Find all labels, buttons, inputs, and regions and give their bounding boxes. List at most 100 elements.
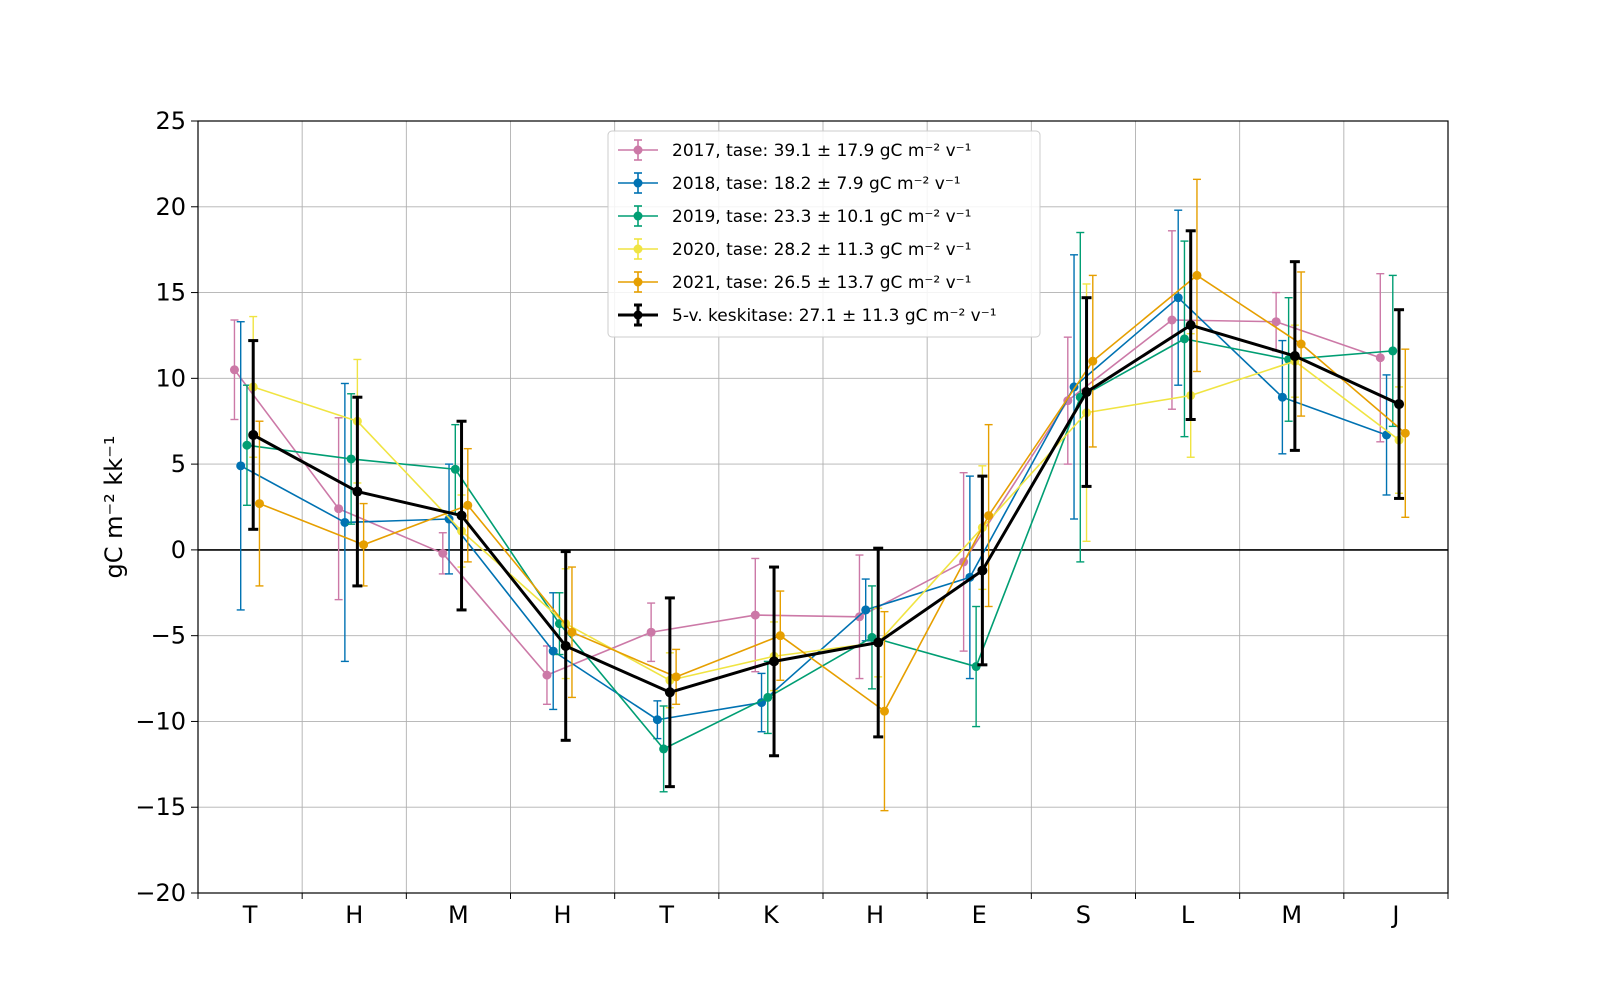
data-point — [346, 454, 356, 464]
legend-label: 2018, tase: 18.2 ± 7.9 gC m⁻² v⁻¹ — [672, 174, 961, 194]
data-point — [1179, 334, 1189, 344]
legend-swatch-marker — [633, 310, 643, 320]
data-point — [757, 698, 767, 708]
x-tick-label: J — [1390, 901, 1399, 929]
legend-label: 5-v. keskitase: 27.1 ± 11.3 gC m⁻² v⁻¹ — [672, 306, 997, 326]
data-point — [873, 637, 884, 648]
legend-swatch-marker — [633, 178, 643, 188]
legend-item: 5-v. keskitase: 27.1 ± 11.3 gC m⁻² v⁻¹ — [618, 303, 997, 327]
data-point — [352, 486, 363, 497]
series-5-v-keskitase — [248, 229, 1405, 789]
data-point — [1277, 392, 1287, 402]
y-tick-label: 20 — [155, 193, 186, 221]
y-tick-label: −5 — [151, 622, 186, 650]
legend: 2017, tase: 39.1 ± 17.9 gC m⁻² v⁻¹ 2018, … — [607, 130, 1041, 338]
x-tick-label: S — [1076, 901, 1091, 929]
x-tick-label: H — [554, 901, 572, 929]
data-point — [1289, 351, 1300, 362]
data-point — [359, 540, 369, 550]
data-point — [750, 610, 760, 620]
data-point — [1185, 320, 1196, 331]
data-point — [1388, 346, 1398, 356]
series-line — [240, 296, 1387, 721]
y-tick-label: 25 — [155, 107, 186, 135]
data-point — [984, 511, 994, 521]
data-point — [456, 510, 467, 521]
y-tick-label: 15 — [155, 279, 186, 307]
data-point — [1173, 293, 1183, 303]
data-point — [340, 517, 350, 527]
y-tick-label: 5 — [171, 450, 186, 478]
legend-label: 2017, tase: 39.1 ± 17.9 gC m⁻² v⁻¹ — [672, 141, 971, 161]
x-tick-label: T — [242, 901, 258, 929]
legend-item: 2017, tase: 39.1 ± 17.9 gC m⁻² v⁻¹ — [618, 139, 971, 161]
data-point — [560, 640, 571, 651]
x-tick-label: M — [1281, 901, 1302, 929]
x-tick-label: H — [866, 901, 884, 929]
y-tick-label: 10 — [155, 364, 186, 392]
data-point — [769, 656, 780, 667]
data-point — [1271, 317, 1281, 327]
data-point — [879, 706, 889, 716]
legend-swatch-marker — [633, 211, 643, 221]
data-point — [1081, 387, 1092, 398]
legend-swatch-marker — [633, 244, 643, 254]
y-tick-label: 0 — [171, 536, 186, 564]
data-point — [1192, 270, 1202, 280]
y-tick-label: −10 — [135, 707, 186, 735]
data-point — [664, 687, 675, 698]
data-point — [242, 440, 252, 450]
data-point — [450, 464, 460, 474]
data-point — [763, 692, 773, 702]
series-line — [246, 338, 1393, 750]
y-axis-label: gC m⁻² kk⁻¹ — [100, 435, 128, 578]
data-point — [1400, 428, 1410, 438]
data-point — [567, 627, 577, 637]
data-point — [1375, 353, 1385, 363]
legend-swatch-marker — [633, 277, 643, 287]
legend-label: 2020, tase: 28.2 ± 11.3 gC m⁻² v⁻¹ — [672, 240, 971, 260]
data-point — [334, 504, 344, 514]
legend-swatch-marker — [633, 145, 643, 155]
data-point — [254, 499, 264, 509]
legend-item: 2019, tase: 23.3 ± 10.1 gC m⁻² v⁻¹ — [618, 205, 971, 227]
y-tick-label: −15 — [135, 793, 186, 821]
legend-item: 2020, tase: 28.2 ± 11.3 gC m⁻² v⁻¹ — [618, 238, 971, 260]
legend-label: 2021, tase: 26.5 ± 13.7 gC m⁻² v⁻¹ — [672, 273, 971, 293]
data-point — [652, 715, 662, 725]
data-point — [554, 619, 564, 629]
series-line — [259, 274, 1406, 712]
data-point — [1296, 339, 1306, 349]
x-tick-label: M — [448, 901, 469, 929]
series-group — [229, 178, 1410, 812]
series-line — [252, 323, 1400, 694]
data-point — [229, 365, 239, 375]
data-point — [1394, 399, 1405, 410]
data-point — [861, 605, 871, 615]
x-tick-label: E — [972, 901, 987, 929]
data-point — [236, 461, 246, 471]
legend-box — [607, 130, 1041, 338]
x-tick-label: H — [345, 901, 363, 929]
y-tick-label: −20 — [135, 879, 186, 907]
x-tick-label: K — [763, 901, 780, 929]
data-point — [977, 565, 988, 576]
data-point — [548, 646, 558, 656]
legend-item: 2021, tase: 26.5 ± 13.7 gC m⁻² v⁻¹ — [618, 271, 971, 293]
legend-label: 2019, tase: 23.3 ± 10.1 gC m⁻² v⁻¹ — [672, 207, 971, 227]
data-point — [1088, 356, 1098, 366]
data-point — [1167, 315, 1177, 325]
x-tick-label: L — [1181, 901, 1195, 929]
data-point — [671, 672, 681, 682]
data-point — [646, 627, 656, 637]
data-point — [248, 429, 259, 440]
data-point — [659, 744, 669, 754]
axis-ticks: −20 −15 −10 −5 0 5 10 15 20 25 T H M H T K H E S L M J — [135, 107, 1449, 929]
data-point — [438, 548, 448, 558]
data-point — [542, 670, 552, 680]
legend-item: 2018, tase: 18.2 ± 7.9 gC m⁻² v⁻¹ — [618, 172, 961, 194]
data-point — [1382, 430, 1392, 440]
x-tick-label: T — [658, 901, 674, 929]
data-point — [463, 500, 473, 510]
